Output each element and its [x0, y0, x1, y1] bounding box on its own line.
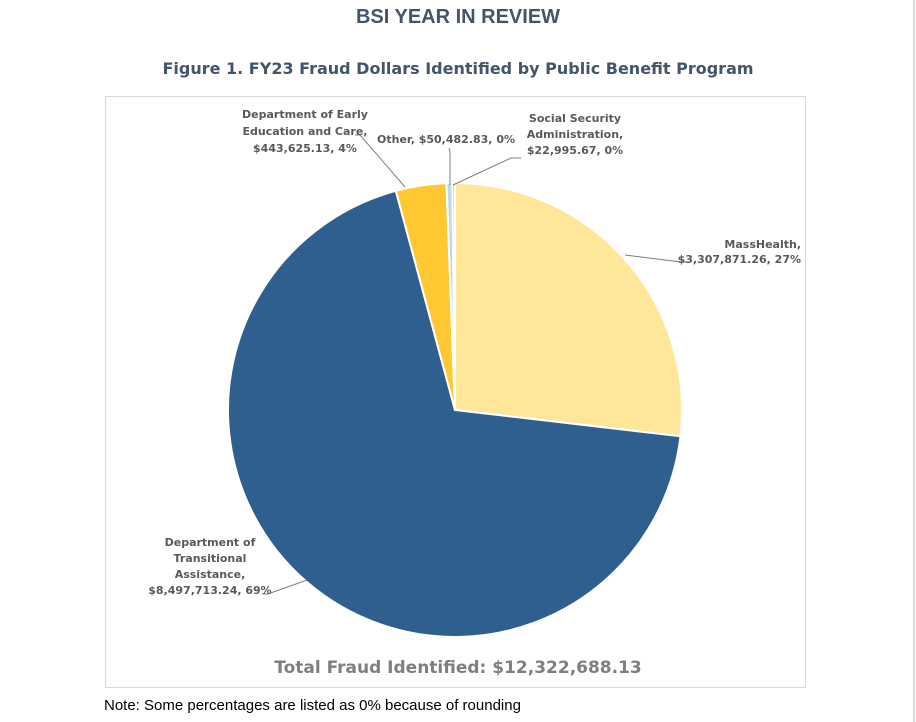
data-label-line: Social Security: [529, 112, 621, 125]
total-fraud-identified: Total Fraud Identified: $12,322,688.13: [274, 658, 642, 678]
data-label-department-of-transitional-assistance: Department of Transitional Assistance, $8,4…: [148, 536, 271, 597]
pie-slice-social-security-administration: [451, 182, 456, 411]
leader-line-social-security-administration: [452, 157, 521, 186]
data-label-line: Department of Early: [242, 108, 368, 121]
data-label-social-security-administration: Social Security Administration, $22,995.67…: [527, 112, 623, 157]
data-label-line: MassHealth,: [724, 238, 801, 251]
leader-line-department-of-early-education-and-care: [355, 134, 406, 188]
page-edge-rule: [913, 0, 915, 722]
data-label-line: $443,625.13, 4%: [253, 142, 357, 155]
data-label-line: $22,995.67, 0%: [527, 144, 623, 157]
leader-line-masshealth: [624, 254, 689, 263]
data-label-line: $8,497,713.24, 69%: [148, 584, 271, 597]
pie-labels: MassHealth, $3,307,871.26, 27% Department …: [148, 108, 801, 597]
data-label-line: Other, $50,482.83, 0%: [377, 133, 515, 146]
data-label-line: Assistance,: [175, 568, 246, 581]
leader-line-department-of-transitional-assistance: [262, 579, 308, 595]
data-label-masshealth: MassHealth, $3,307,871.26, 27%: [678, 238, 801, 266]
pie-slices: [227, 182, 683, 638]
data-label-line: Administration,: [527, 128, 623, 141]
chart-frame: [105, 96, 806, 688]
data-label-line: Education and Care,: [243, 125, 368, 138]
data-label-department-of-early-education-and-care: Department of Early Education and Care, $4…: [242, 108, 368, 155]
data-label-line: Transitional: [174, 552, 247, 565]
rounding-note: Note: Some percentages are listed as 0% …: [104, 697, 521, 714]
page-heading: BSI YEAR IN REVIEW: [355, 6, 561, 28]
data-label-line: $3,307,871.26, 27%: [678, 253, 801, 266]
data-label-line: Department of: [165, 536, 256, 549]
data-label-other: Other, $50,482.83, 0%: [377, 133, 515, 146]
figure-title: Figure 1. FY23 Fraud Dollars Identified …: [162, 59, 754, 78]
pie-slice-department-of-transitional-assistance: [227, 189, 682, 638]
pie-slice-masshealth: [454, 182, 683, 438]
leader-line-other: [448, 147, 451, 185]
